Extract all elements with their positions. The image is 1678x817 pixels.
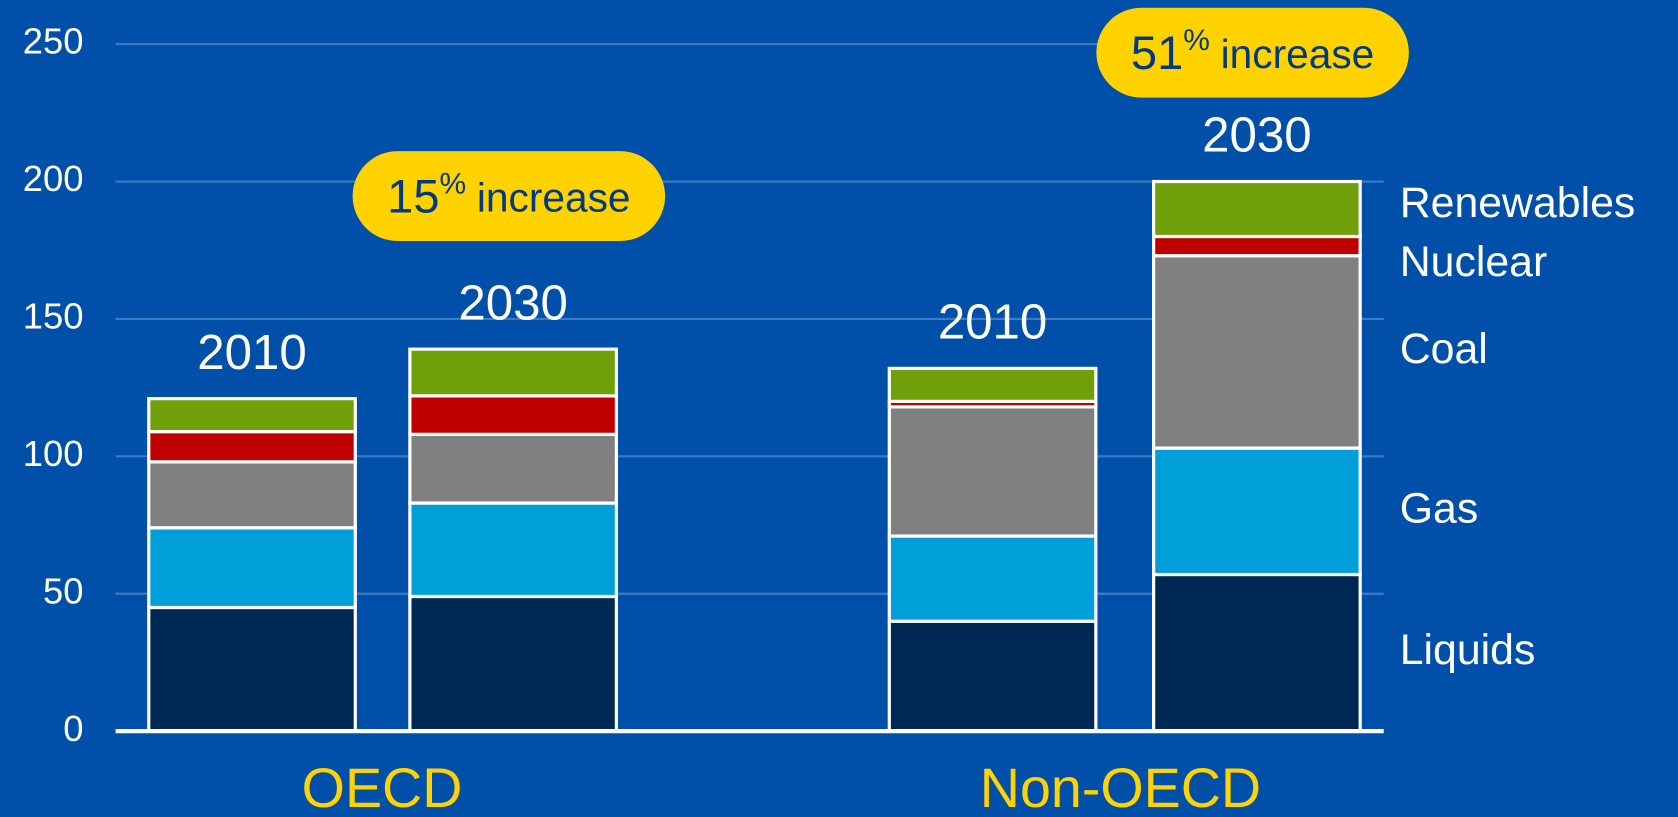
- annotation-text: increase: [477, 174, 631, 220]
- legend-label: Coal: [1400, 325, 1488, 373]
- annotation: 51% increase: [1131, 24, 1374, 79]
- bar-year-label: 2030: [1202, 108, 1312, 163]
- legend-label: Gas: [1400, 485, 1479, 533]
- bar-segment: [887, 619, 1098, 733]
- bar-segment: [1152, 572, 1362, 733]
- bar-year-label: 2010: [197, 325, 306, 380]
- legend-label: Liquids: [1400, 626, 1536, 674]
- y-tick-label: 0: [63, 708, 83, 749]
- bar-segment: [408, 501, 619, 599]
- y-tick-label: 150: [23, 296, 84, 337]
- y-tick-label: 250: [23, 21, 84, 62]
- bar-segment: [408, 432, 619, 505]
- bar-segment: [887, 366, 1098, 403]
- legend-label: Renewables: [1400, 179, 1636, 227]
- bar-segment: [887, 534, 1098, 623]
- bar-segment: [408, 594, 619, 733]
- annotation-pill: [1096, 7, 1409, 98]
- y-tick-label: 200: [23, 158, 84, 199]
- annotation-number: 15: [387, 170, 439, 223]
- y-tick-label: 100: [23, 433, 84, 474]
- bar-segment: [1152, 234, 1362, 258]
- bar-segment: [408, 347, 619, 398]
- annotation: 15% increase: [387, 167, 630, 222]
- bar-year-label: 2030: [458, 275, 567, 330]
- bar-segment: [1152, 446, 1362, 577]
- annotation-unit: %: [1183, 24, 1210, 57]
- group-label: OECD: [302, 757, 463, 817]
- bar-segment: [1152, 254, 1362, 450]
- y-tick-label: 50: [43, 570, 83, 611]
- bar-segment: [147, 605, 357, 733]
- annotation-unit: %: [440, 167, 467, 200]
- bar-segment: [1152, 179, 1362, 239]
- bar-segment: [147, 397, 357, 434]
- annotation-text: increase: [1221, 31, 1375, 77]
- annotation-number: 51: [1131, 26, 1183, 79]
- bar-segment: [887, 405, 1098, 538]
- bar-segment: [408, 394, 619, 436]
- legend-label: Nuclear: [1400, 238, 1547, 286]
- bar-segment: [147, 526, 357, 610]
- bar-year-label: 2010: [938, 295, 1047, 350]
- group-label: Non-OECD: [980, 757, 1261, 817]
- bar-segment: [147, 460, 357, 530]
- annotation-pill: [352, 151, 666, 242]
- bar-segment: [147, 429, 357, 464]
